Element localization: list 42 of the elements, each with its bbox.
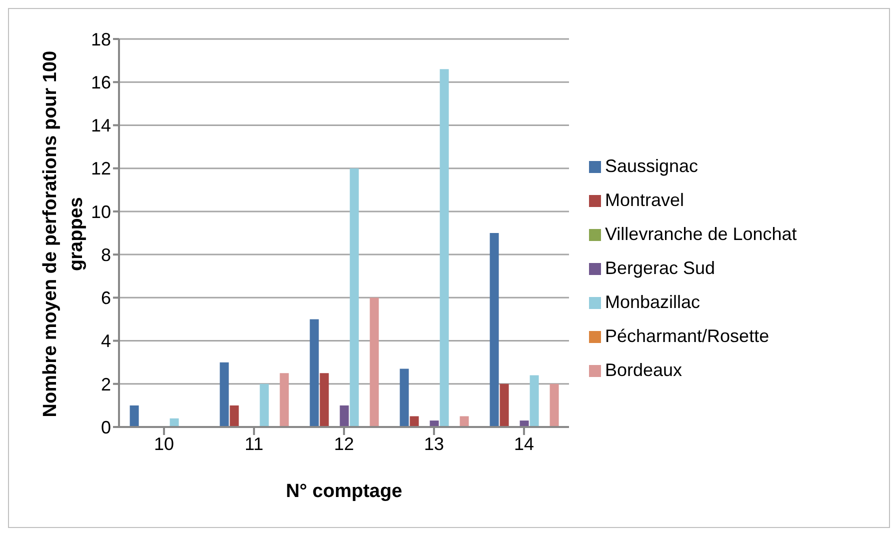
legend-label: Monbazillac — [605, 292, 700, 312]
bar — [220, 362, 229, 427]
x-tick-label: 11 — [244, 434, 264, 454]
x-tick-label: 13 — [424, 434, 444, 454]
x-tick-label: 14 — [514, 434, 534, 454]
y-tick-label: 8 — [100, 244, 111, 265]
bar — [490, 233, 499, 427]
legend-label: Pécharmant/Rosette — [605, 326, 770, 346]
bar — [350, 168, 359, 427]
bar — [500, 384, 509, 427]
x-tick-label: 12 — [334, 434, 354, 454]
bar — [280, 373, 289, 427]
bar — [130, 405, 139, 427]
y-tick-label: 2 — [100, 374, 111, 394]
legend-label: Montravel — [605, 190, 684, 210]
y-tick-label: 18 — [90, 29, 111, 50]
y-tick-label: 6 — [100, 288, 111, 308]
bar — [400, 368, 409, 427]
y-tick-label: 4 — [100, 331, 111, 352]
legend-label: Saussignac — [605, 156, 698, 176]
bar — [410, 416, 419, 427]
legend-label: Bordeaux — [605, 360, 682, 380]
y-tick-label: 12 — [90, 158, 111, 179]
y-tick-label: 10 — [90, 202, 111, 222]
legend-label: Villevranche de Lonchat — [605, 224, 797, 244]
legend-label: Bergerac Sud — [605, 258, 716, 278]
x-tick-label: 10 — [154, 434, 174, 454]
bar — [340, 405, 349, 427]
bar — [320, 373, 329, 427]
y-tick-label: 14 — [90, 116, 111, 136]
y-axis-title: Nombre moyen de perforations pour 100 grappes — [39, 50, 88, 420]
bar — [230, 405, 239, 427]
x-axis-title: N° comptage — [286, 481, 402, 502]
bar — [550, 384, 559, 427]
bar — [530, 375, 539, 427]
bar — [460, 416, 469, 427]
bar — [310, 319, 319, 427]
bar — [440, 69, 449, 427]
bar — [370, 298, 379, 427]
y-tick-label: 0 — [100, 417, 111, 438]
bar — [260, 384, 269, 427]
y-tick-label: 16 — [90, 72, 111, 92]
